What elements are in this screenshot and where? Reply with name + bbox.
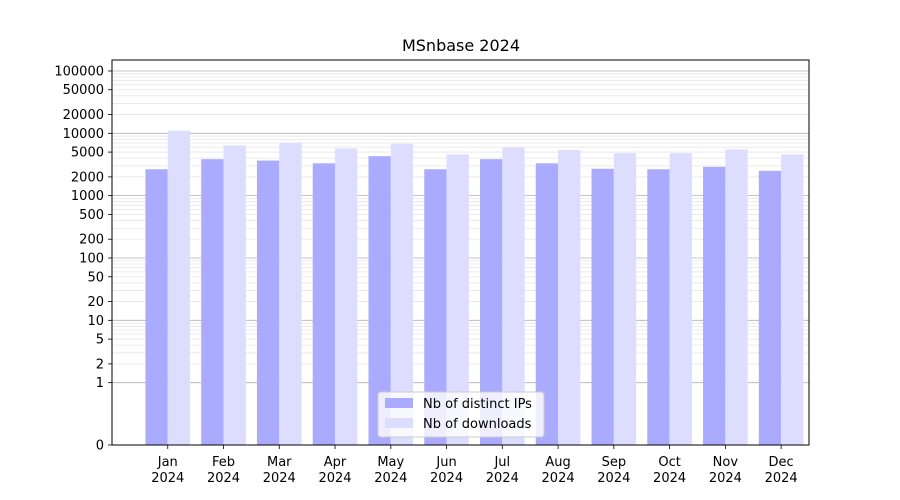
plot-frame: [111, 59, 810, 446]
bar-distinct-ips: [480, 159, 503, 445]
axis-layer: Jan 2024 Feb 2024 Mar 2024 Apr 2024 May 2024 Jun 20…: [54, 59, 810, 486]
bar-downloads: [335, 148, 358, 445]
y-tick-label: 2000: [71, 170, 104, 185]
bar-downloads: [223, 145, 246, 446]
x-tick-label: May 2024: [374, 455, 407, 486]
bar-downloads: [279, 142, 302, 446]
y-tick-label: 10: [87, 314, 104, 329]
bar-layer: [145, 130, 804, 446]
bar-downloads: [781, 154, 804, 445]
x-tick-label: Feb 2024: [207, 455, 240, 486]
bar-distinct-ips: [591, 168, 614, 445]
legend-swatch: [385, 418, 413, 428]
bar-downloads: [669, 153, 692, 446]
bar-downloads: [613, 153, 637, 446]
y-tick-label: 50000: [63, 83, 104, 98]
bar-downloads: [502, 147, 525, 445]
bar-distinct-ips: [368, 156, 391, 445]
x-tick-label: Oct 2024: [653, 455, 686, 486]
bar-distinct-ips: [145, 169, 168, 446]
x-tick-label: Mar 2024: [263, 455, 296, 486]
bar-downloads: [558, 149, 581, 445]
y-tick-label: 50: [87, 270, 104, 285]
y-tick-label: 20000: [63, 108, 104, 123]
x-tick-label: Apr 2024: [318, 455, 351, 486]
bar-distinct-ips: [256, 160, 280, 445]
y-tick-label: 1: [96, 376, 104, 391]
y-tick-label: 200: [79, 233, 104, 248]
x-tick-label: Nov 2024: [709, 455, 742, 486]
y-tick-label: 100000: [54, 64, 104, 79]
y-tick-label: 1000: [71, 189, 104, 204]
bar-distinct-ips: [312, 163, 336, 445]
bar-distinct-ips: [424, 169, 447, 446]
x-tick-label: Jan 2024: [151, 455, 184, 486]
bar-distinct-ips: [535, 163, 559, 445]
bar-downloads: [167, 130, 191, 445]
bar-downloads: [390, 143, 414, 445]
y-tick-label: 5: [96, 333, 104, 348]
x-tick-label: Dec 2024: [765, 455, 798, 486]
y-tick-label: 20: [87, 295, 104, 310]
legend-swatch: [385, 398, 413, 408]
legend-label: Nb of downloads: [423, 417, 532, 432]
bar-downloads: [446, 154, 469, 445]
y-tick-label: 100: [79, 251, 104, 266]
y-tick-label: 10000: [63, 127, 104, 142]
x-tick-label: Aug 2024: [542, 455, 575, 486]
legend-box: [377, 391, 545, 438]
x-tick-label: Jul 2024: [486, 455, 519, 486]
bar-distinct-ips: [703, 166, 726, 445]
x-tick-label: Sep 2024: [597, 455, 630, 486]
x-tick-label: Jun 2024: [430, 455, 463, 486]
bar-distinct-ips: [647, 169, 670, 446]
bar-downloads: [725, 149, 748, 445]
bar-distinct-ips: [758, 170, 782, 445]
y-tick-label: 5000: [71, 146, 104, 161]
y-tick-label: 2: [96, 357, 104, 372]
legend: Nb of distinct IPs Nb of downloads: [377, 391, 545, 438]
y-tick-label: 500: [79, 208, 104, 223]
y-tick-label: 0: [96, 439, 104, 454]
chart-title: MSnbase 2024: [402, 36, 520, 55]
bar-distinct-ips: [201, 159, 224, 445]
legend-label: Nb of distinct IPs: [423, 397, 532, 412]
